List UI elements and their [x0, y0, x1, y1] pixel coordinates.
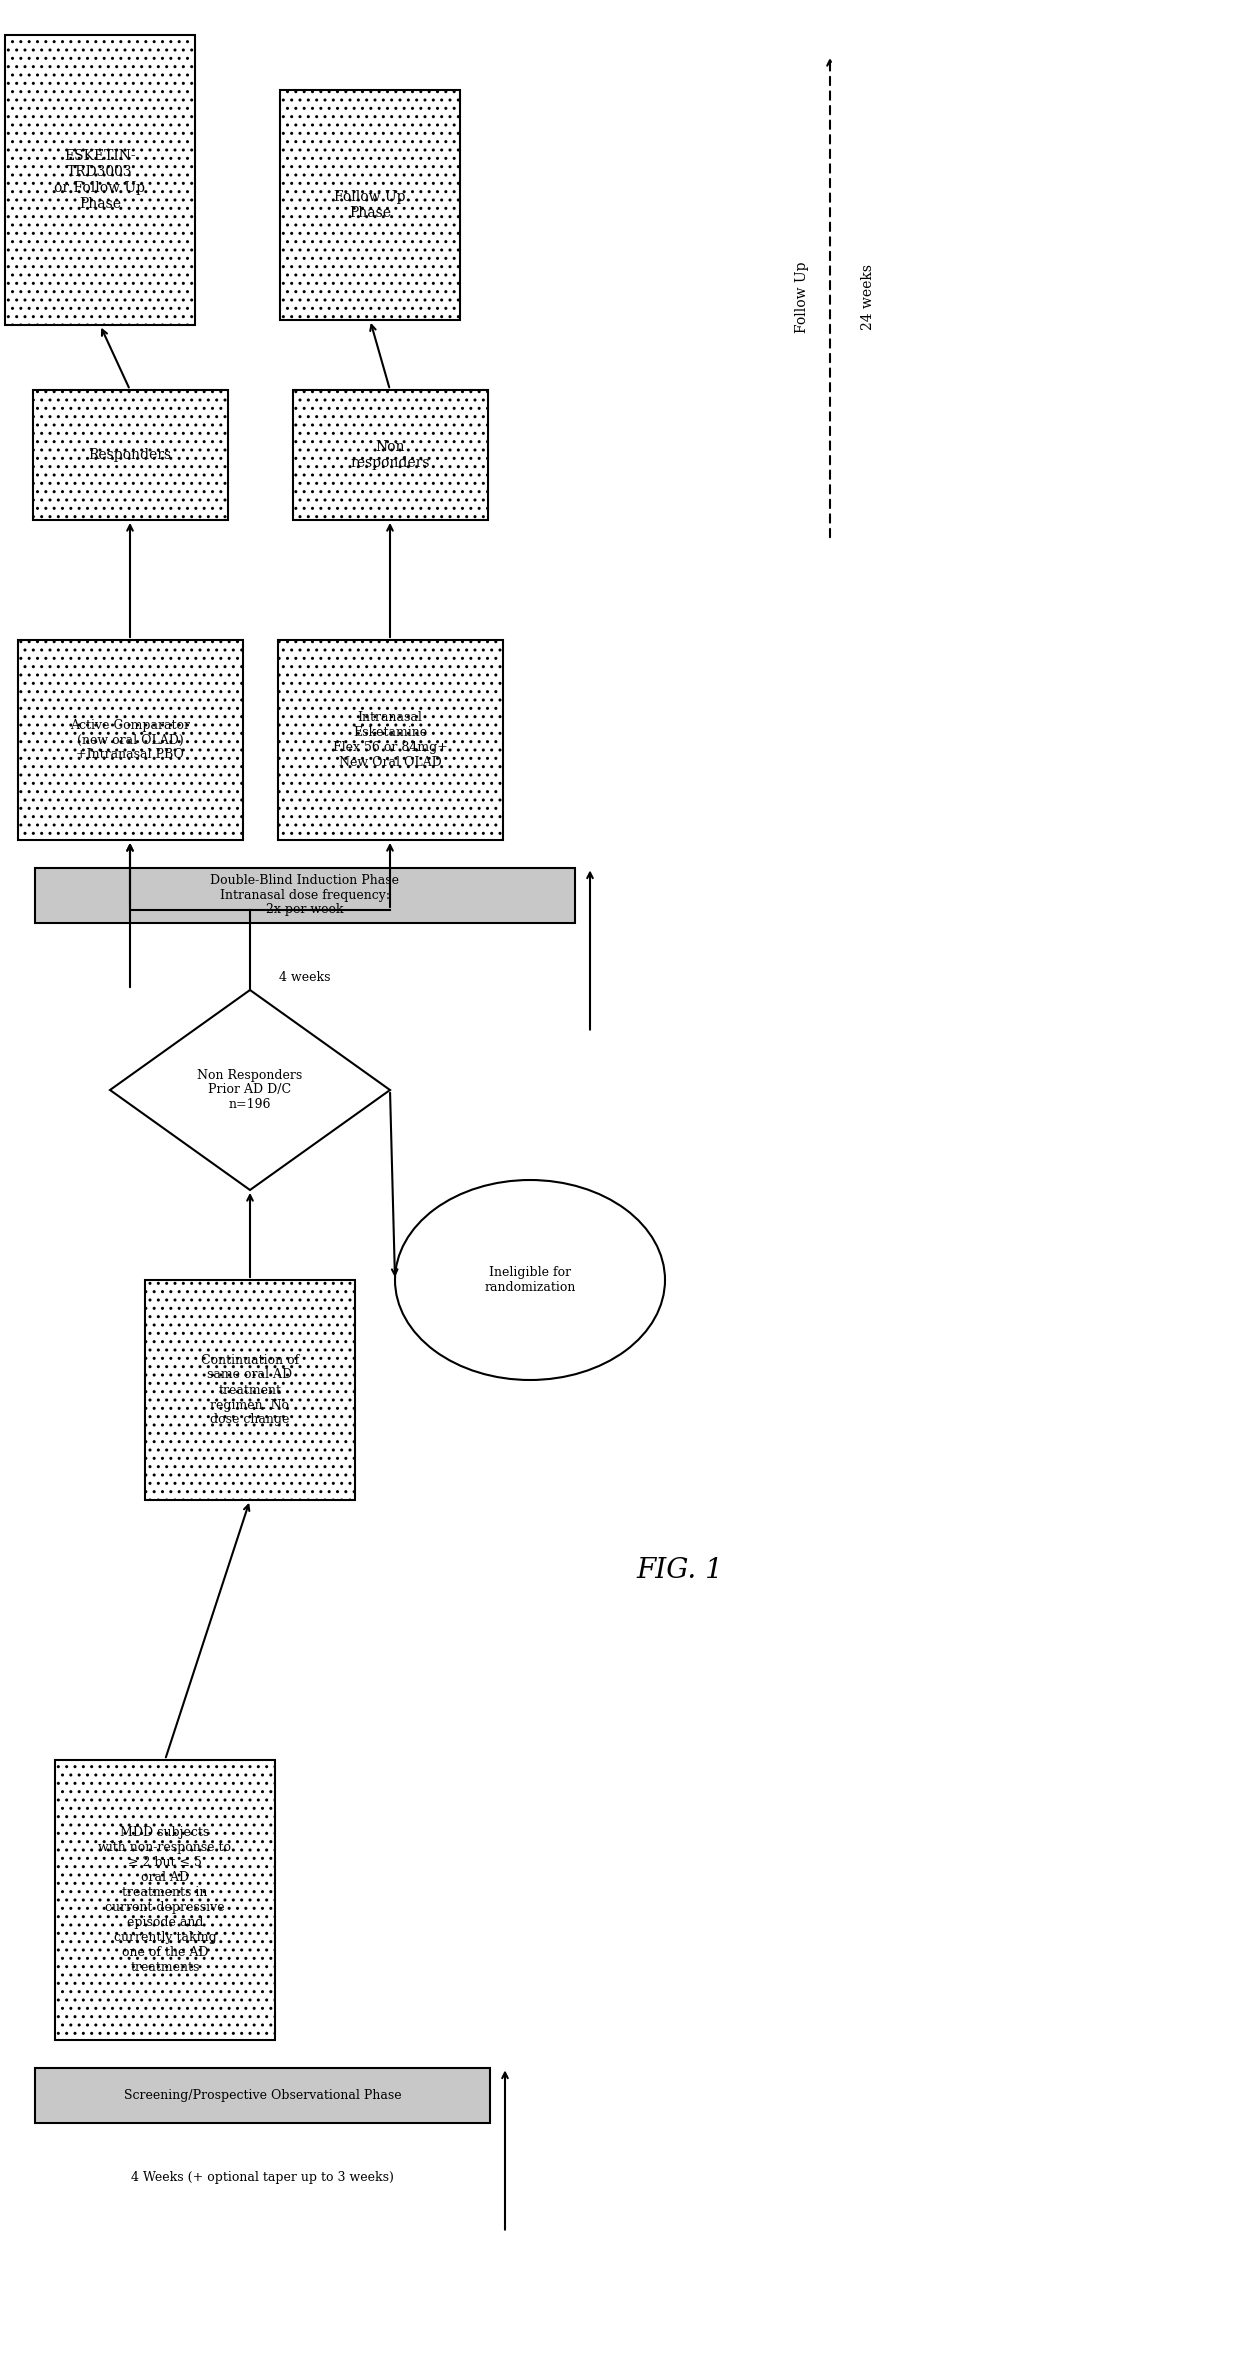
FancyBboxPatch shape	[17, 640, 243, 840]
Text: 24 weeks: 24 weeks	[861, 264, 875, 329]
Text: Screening/Prospective Observational Phase: Screening/Prospective Observational Phas…	[124, 2089, 402, 2101]
Text: 4 weeks: 4 weeks	[279, 972, 331, 984]
Ellipse shape	[396, 1179, 665, 1379]
Text: Non Responders
Prior AD D/C
n=196: Non Responders Prior AD D/C n=196	[197, 1068, 303, 1111]
Text: Responders: Responders	[88, 447, 171, 461]
FancyBboxPatch shape	[280, 89, 460, 320]
Text: MDD subjects
with non-response to
≥ 2 but ≤ 5
oral AD
treatments in
current depr: MDD subjects with non-response to ≥ 2 bu…	[98, 1826, 232, 1974]
FancyBboxPatch shape	[32, 391, 227, 520]
Text: Double-Blind Induction Phase
Intranasal dose frequency:
2x per week: Double-Blind Induction Phase Intranasal …	[211, 873, 399, 918]
Text: Follow Up: Follow Up	[795, 261, 808, 334]
Text: Follow Up
Phase: Follow Up Phase	[335, 191, 405, 221]
Text: Continuation of
same oral AD
treatment
regimen. No
dose change: Continuation of same oral AD treatment r…	[201, 1353, 299, 1426]
FancyBboxPatch shape	[145, 1280, 355, 1499]
FancyBboxPatch shape	[55, 1760, 275, 2040]
Text: 4 Weeks (+ optional taper up to 3 weeks): 4 Weeks (+ optional taper up to 3 weeks)	[131, 2172, 394, 2184]
Text: ESKETIN-
TRD3003
or Follow Up
Phase: ESKETIN- TRD3003 or Follow Up Phase	[55, 148, 145, 212]
Polygon shape	[110, 991, 391, 1191]
FancyBboxPatch shape	[278, 640, 502, 840]
Text: Active Comparator
(new oral OLAD)
+Intranasal PBO: Active Comparator (new oral OLAD) +Intra…	[69, 718, 190, 762]
Text: FIG. 1: FIG. 1	[636, 1555, 723, 1584]
Text: Non
responders: Non responders	[350, 440, 430, 471]
FancyBboxPatch shape	[35, 868, 575, 922]
FancyBboxPatch shape	[293, 391, 487, 520]
FancyBboxPatch shape	[35, 2068, 490, 2122]
FancyBboxPatch shape	[5, 35, 195, 325]
Text: Ineligible for
randomization: Ineligible for randomization	[485, 1266, 575, 1294]
Text: Intranasal
Esketamine
Flex 56 or 84mg+
New Oral OLAD: Intranasal Esketamine Flex 56 or 84mg+ N…	[332, 711, 448, 769]
